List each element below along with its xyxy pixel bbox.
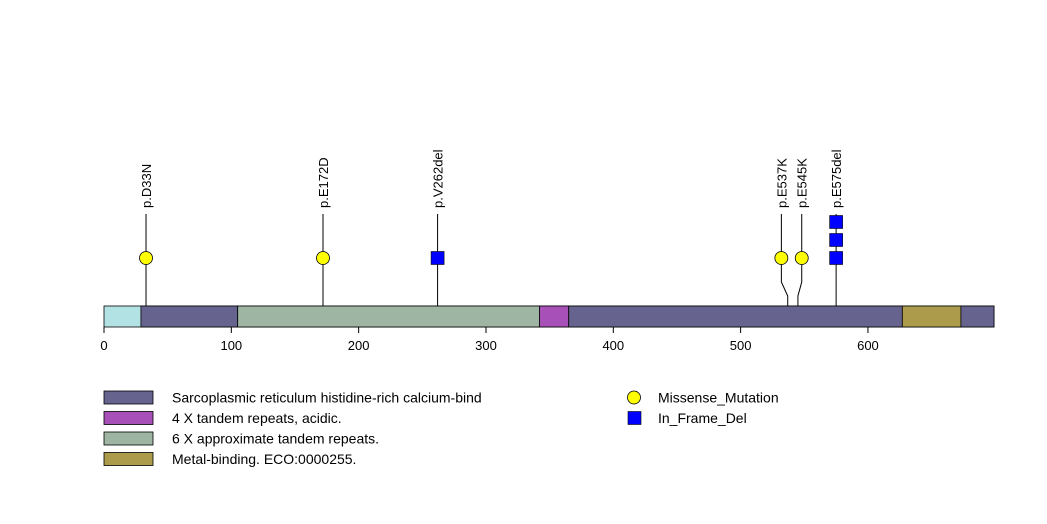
legend-mutation-label-0: Missense_Mutation	[658, 390, 779, 406]
missense-marker	[139, 251, 153, 265]
domain-5	[960, 305, 995, 328]
mutation-p.E537K: p.E537K	[774, 158, 789, 306]
legend-swatch-0	[103, 390, 154, 405]
x-tick-label-500: 500	[730, 338, 752, 353]
domain-1	[237, 305, 540, 328]
missense-marker	[794, 251, 809, 265]
x-axis: 0 100 200 300 400 500 600	[100, 327, 879, 353]
legend-label-3: Metal-binding. ECO:0000255.	[172, 451, 356, 467]
mutation-p.E172D: p.E172D	[316, 157, 331, 306]
inframe-del-marker	[829, 251, 843, 265]
domain-0	[140, 305, 239, 328]
x-tick-label-0: 0	[100, 338, 107, 353]
x-tick-label-300: 300	[475, 338, 497, 353]
domain-3	[568, 305, 903, 328]
legend-swatch-3	[103, 452, 154, 466]
legend-label-2: 6 X approximate tandem repeats.	[172, 431, 379, 447]
mutation-label: p.V262del	[431, 149, 446, 208]
missense-marker	[316, 251, 330, 265]
x-tick-label-400: 400	[602, 338, 624, 353]
protein-track	[103, 305, 995, 328]
missense-marker	[774, 251, 789, 265]
mutation-p.V262del: p.V262del	[431, 149, 446, 306]
x-tick-label-100: 100	[220, 338, 242, 353]
mutation-label: p.E575del	[829, 149, 844, 208]
legend-swatch-1	[103, 411, 154, 425]
mutation-p.E545K: p.E545K	[795, 158, 810, 306]
x-tick-label-200: 200	[348, 338, 370, 353]
legend: Sarcoplasmic reticulum histidine-rich ca…	[103, 390, 779, 467]
mutation-p.D33N: p.D33N	[139, 164, 154, 306]
mutation-label: p.D33N	[139, 164, 154, 208]
mutation-p.E575del: p.E575del	[829, 149, 844, 306]
legend-inframe-del-icon	[627, 411, 642, 425]
inframe-del-marker	[430, 251, 445, 265]
mutation-label: p.E537K	[774, 158, 789, 208]
inframe-del-marker	[829, 215, 843, 229]
legend-swatch-2	[103, 431, 154, 446]
legend-label-1: 4 X tandem repeats, acidic.	[172, 410, 342, 426]
x-tick-label-600: 600	[857, 338, 879, 353]
mutation-label: p.E545K	[795, 158, 810, 208]
mutation-stem	[780, 214, 789, 306]
mutation-markers: p.D33N p.E172D p.V262del p.E537K p.E545K p.E5…	[139, 149, 844, 306]
mutation-stem	[797, 214, 803, 306]
legend-label-0: Sarcoplasmic reticulum histidine-rich ca…	[172, 390, 482, 406]
mutation-label: p.E172D	[316, 157, 331, 208]
domain-4	[901, 305, 962, 328]
legend-mutation-label-1: In_Frame_Del	[658, 410, 747, 426]
inframe-del-marker	[829, 233, 843, 247]
domain-2	[539, 305, 570, 328]
legend-missense-icon	[627, 390, 641, 405]
